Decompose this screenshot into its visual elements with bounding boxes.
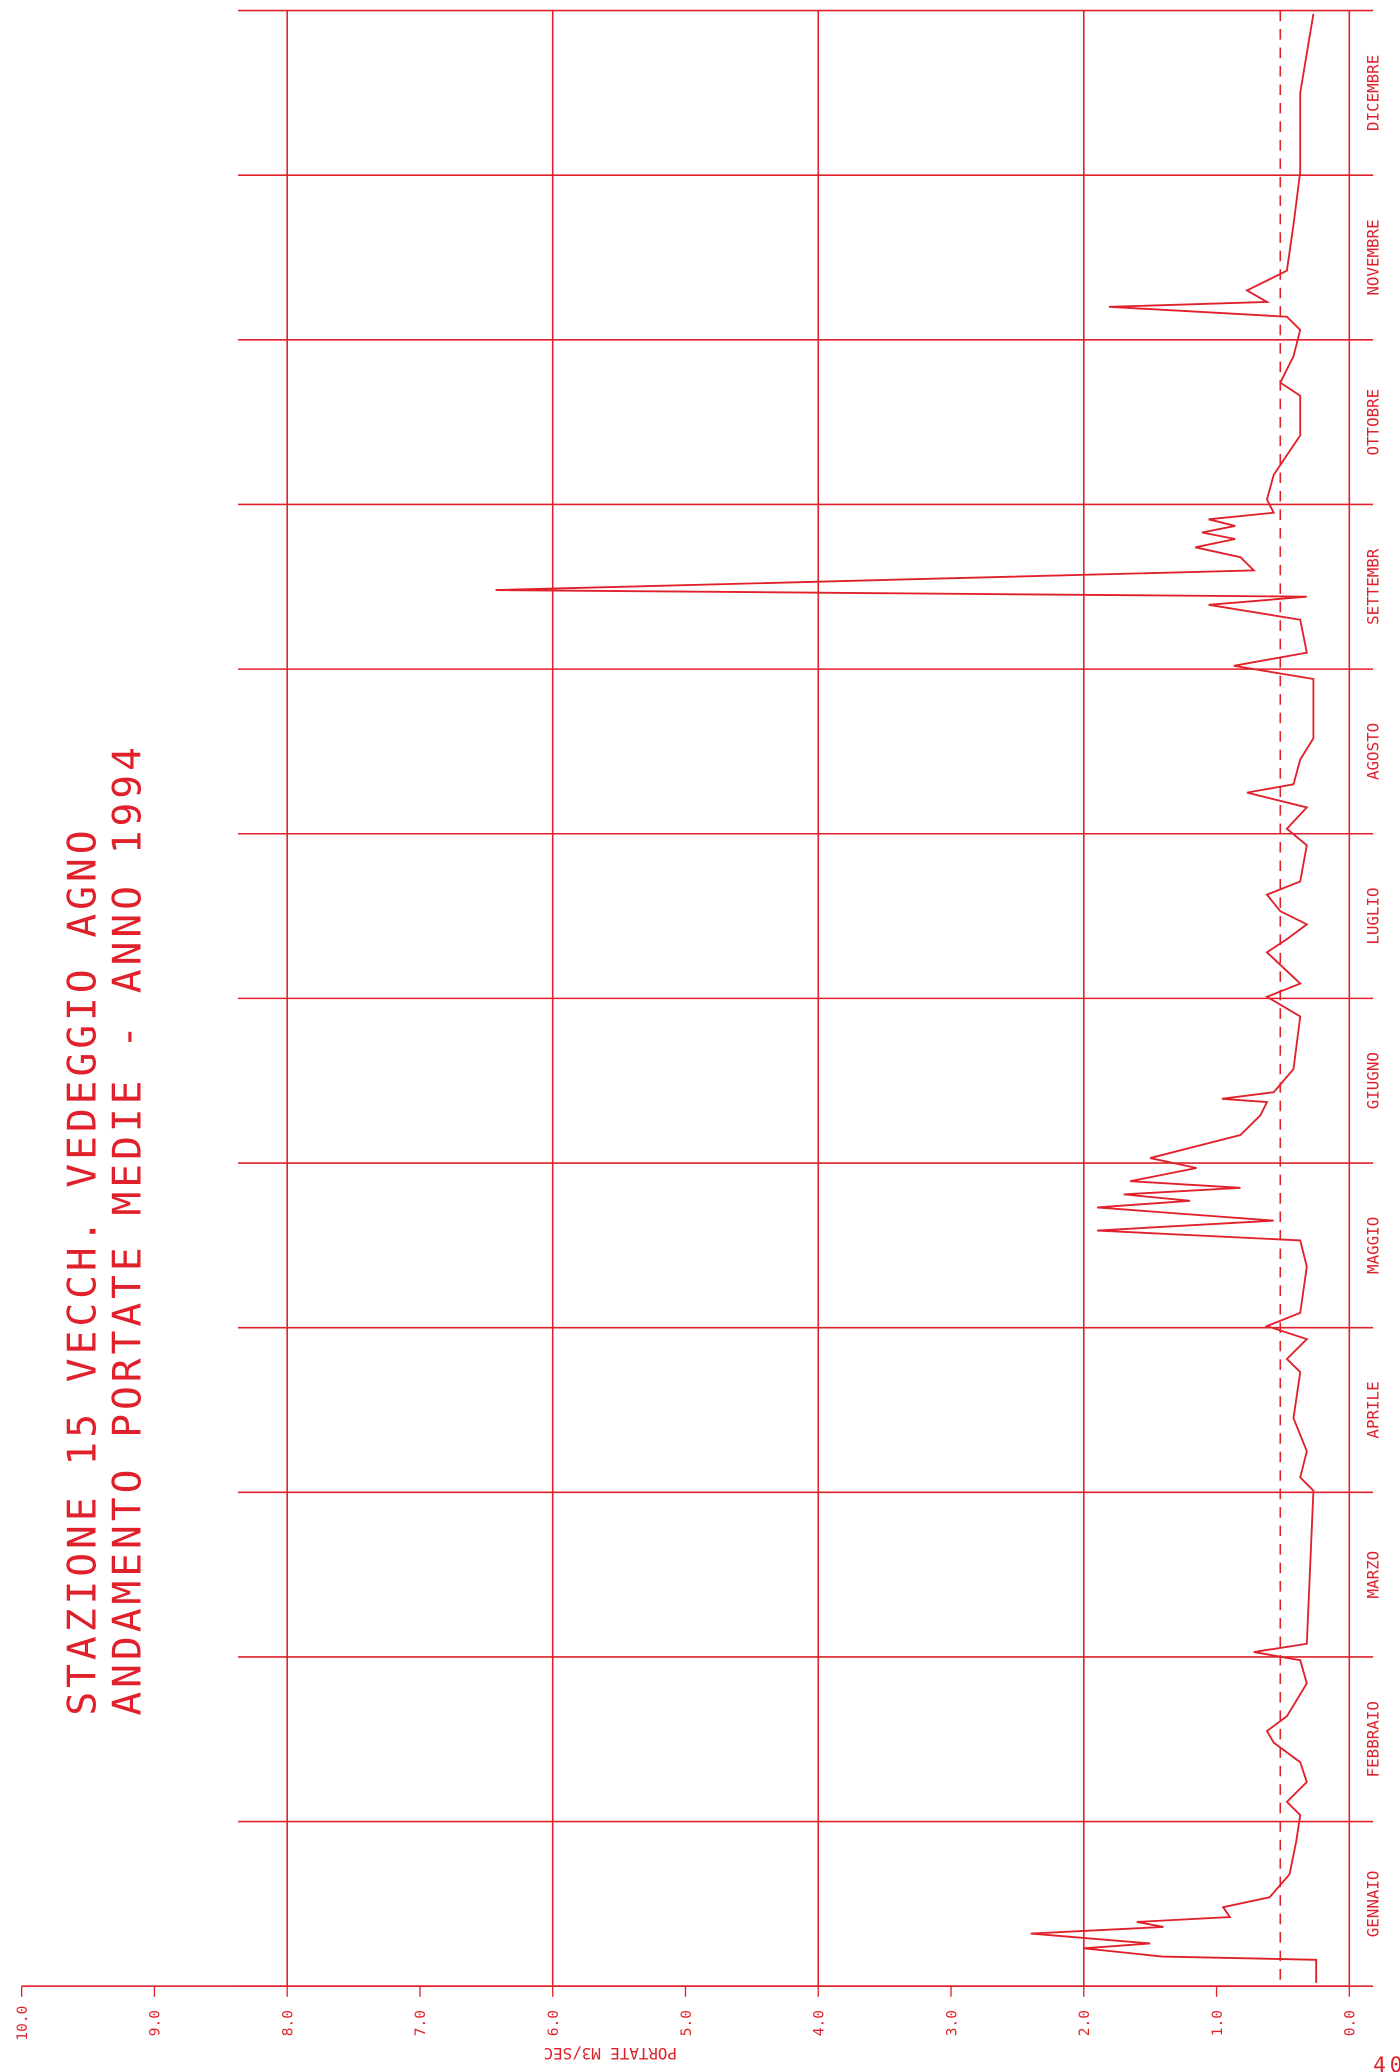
month-label: DICEMBRE [1363,55,1382,131]
chart-subtitle: ANDAMENTO PORTATE MEDIE - ANNO 1994 [104,743,150,1716]
month-label: AGOSTO [1363,723,1382,780]
month-label: FEBBRAIO [1363,1701,1382,1777]
month-label: MAGGIO [1363,1217,1382,1274]
month-label: SETTEMBR [1363,548,1382,625]
value-tick-label: 7.0 [413,2010,429,2036]
value-tick-label: 3.0 [944,2010,960,2036]
value-tick-label: 4.0 [812,2010,828,2036]
axis-title: PORTATE M3/SEC [544,2044,677,2063]
month-label: GENNAIO [1363,1871,1382,1938]
month-label: NOVEMBRE [1363,219,1382,295]
chart-title: STAZIONE 15 VECCH. VEDEGGIO AGNO [60,826,106,1715]
month-label: OTTOBRE [1363,389,1382,456]
value-tick-label: 10.0 [15,2006,31,2041]
value-tick-label: 1.0 [1210,2010,1226,2036]
month-label: GIUGNO [1363,1052,1382,1109]
value-tick-label: 8.0 [280,2010,296,2036]
month-label: MARZO [1363,1551,1382,1599]
page-number: 40 [1373,2052,1400,2072]
month-label: LUGLIO [1363,887,1382,944]
value-tick-label: 5.0 [679,2010,695,2036]
value-tick-label: 2.0 [1077,2010,1093,2036]
month-label: APRILE [1363,1381,1382,1438]
value-tick-label: 0.0 [1343,2010,1359,2036]
value-tick-label: 9.0 [148,2010,164,2036]
value-tick-label: 6.0 [546,2010,562,2036]
data-line [495,13,1318,1983]
